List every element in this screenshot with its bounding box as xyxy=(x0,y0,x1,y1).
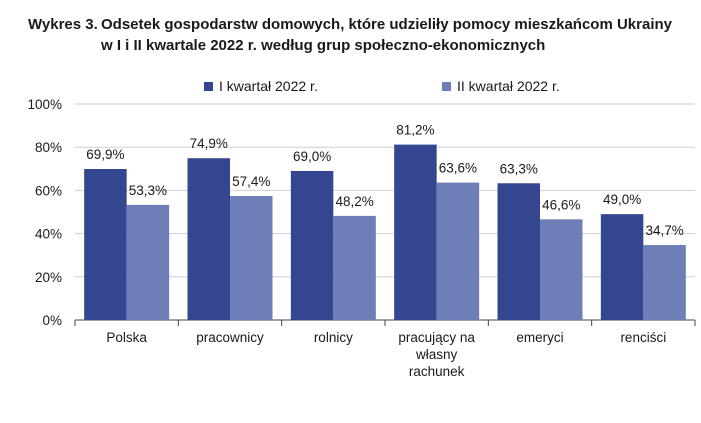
legend-swatch-q2 xyxy=(442,81,451,91)
bar xyxy=(230,196,273,320)
data-label: 53,3% xyxy=(129,183,167,198)
legend-label-q2: II kwartał 2022 r. xyxy=(457,78,560,94)
x-category-label: pracownicy xyxy=(196,330,264,345)
bar xyxy=(540,219,583,320)
y-tick-label: 100% xyxy=(27,97,62,112)
x-category-label: renciści xyxy=(620,330,666,345)
x-category-label: emeryci xyxy=(516,330,563,345)
data-label: 81,2% xyxy=(396,123,434,138)
x-category-label: własny xyxy=(415,347,458,362)
data-label: 48,2% xyxy=(335,194,373,209)
x-category-label: Polska xyxy=(106,330,147,345)
bar xyxy=(126,204,170,320)
data-label: 34,7% xyxy=(645,223,683,238)
y-tick-label: 20% xyxy=(35,270,62,285)
bar xyxy=(600,214,644,320)
legend-item-q1: I kwartał 2022 r. xyxy=(204,78,318,94)
legend-item-q2: II kwartał 2022 r. xyxy=(442,78,560,94)
legend: I kwartał 2022 r. II kwartał 2022 r. xyxy=(0,78,701,98)
title-line-2: w I i II kwartale 2022 r. według grup sp… xyxy=(101,37,546,54)
bar xyxy=(290,170,334,320)
data-label: 69,0% xyxy=(293,149,331,164)
data-label: 63,3% xyxy=(500,161,538,176)
data-label: 57,4% xyxy=(232,174,270,189)
bar xyxy=(643,245,686,320)
y-tick-label: 0% xyxy=(42,313,62,328)
x-category-label: pracujący na xyxy=(398,330,475,345)
y-tick-label: 60% xyxy=(35,183,62,198)
bar xyxy=(436,182,480,320)
y-tick-label: 80% xyxy=(35,140,62,155)
x-category-label: rolnicy xyxy=(314,330,353,345)
bar xyxy=(497,183,540,320)
legend-swatch-q1 xyxy=(204,81,213,91)
title-line-1: Odsetek gospodarstw domowych, które udzi… xyxy=(101,16,672,33)
bar xyxy=(187,158,230,320)
data-label: 74,9% xyxy=(190,136,228,151)
x-category-label: rachunek xyxy=(409,364,465,379)
bar xyxy=(394,144,437,320)
data-label: 46,6% xyxy=(542,197,580,212)
data-label: 49,0% xyxy=(603,192,641,207)
data-label: 63,6% xyxy=(439,161,477,176)
data-label: 69,9% xyxy=(86,147,124,162)
figure-number: Wykres 3. xyxy=(28,16,98,33)
bar xyxy=(84,169,127,320)
chart-title: Wykres 3. Odsetek gospodarstw domowych, … xyxy=(28,14,672,56)
y-tick-label: 40% xyxy=(35,227,62,242)
legend-label-q1: I kwartał 2022 r. xyxy=(219,78,318,94)
bar xyxy=(333,215,376,320)
